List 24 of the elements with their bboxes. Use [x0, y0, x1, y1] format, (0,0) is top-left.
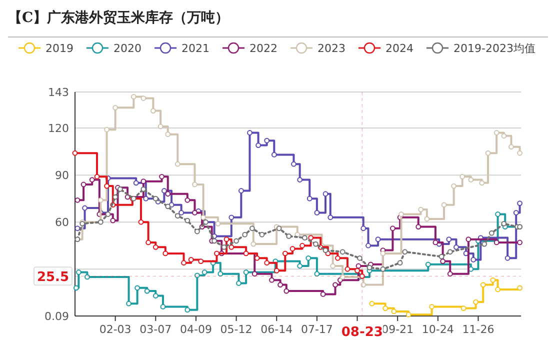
ref-line-label: 25.5	[36, 270, 70, 286]
x-tick-label: 04-09	[180, 323, 212, 336]
y-tick-label: 0.09	[44, 310, 69, 323]
legend-label: 2024	[386, 42, 414, 55]
legend-label: 2019	[46, 42, 74, 55]
x-tick-label: 09-21	[382, 323, 414, 336]
ref-line-label: 08-23	[341, 325, 383, 340]
x-tick-label: 11-26	[462, 323, 494, 336]
x-tick-label: 03-07	[140, 323, 172, 336]
y-tick-label: 120	[48, 122, 69, 136]
y-tick-label: 143	[48, 86, 69, 99]
legend-label: 2022	[250, 42, 278, 55]
x-tick-label: 05-12	[220, 323, 252, 336]
y-tick-label: 60	[55, 216, 69, 230]
x-tick-label: 06-14	[260, 323, 293, 336]
legend-label: 2023	[318, 42, 346, 55]
x-tick-label: 07-17	[300, 323, 333, 336]
legend-label: 2021	[182, 42, 210, 55]
y-tick-label: 90	[55, 169, 69, 182]
x-tick-label: 02-03	[99, 323, 132, 336]
x-tick-label: 10-24	[422, 323, 454, 336]
legend-label: 2020	[114, 42, 142, 55]
legend-label: 2019-2023均值	[454, 42, 536, 55]
chart-title: 【C】广东港外贸玉米库存（万吨）	[8, 9, 230, 26]
